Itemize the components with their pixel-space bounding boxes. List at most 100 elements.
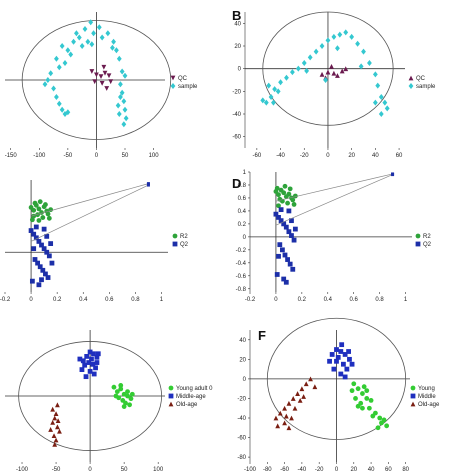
data-point-old-age <box>48 427 54 432</box>
panel-b: B -60 -40 -20 0 20 40 60 40 20 0 -20 -40 -60 QC sample <box>232 8 436 159</box>
legend-marker <box>410 393 416 399</box>
data-point-old-age <box>286 400 292 406</box>
fit-line <box>30 183 149 217</box>
data-point-middle-age <box>84 354 90 359</box>
data-point-sample <box>59 106 65 113</box>
x-tick-label: -80 <box>263 467 272 473</box>
data-point-middle-age <box>87 349 93 355</box>
data-point-old-age <box>290 396 296 401</box>
data-point-sample <box>355 40 360 47</box>
data-point-old-age <box>55 418 61 424</box>
data-point-old-age <box>50 420 56 425</box>
x-tick-label: 0.8 <box>375 297 384 303</box>
data-point-q2 <box>44 233 50 239</box>
data-point-sample <box>343 29 349 36</box>
fit-line <box>275 174 393 226</box>
data-point-young <box>360 405 365 411</box>
data-point-qc <box>329 64 334 69</box>
data-point-r2 <box>276 203 281 209</box>
data-point-sample <box>284 74 289 81</box>
data-point-old-age <box>295 391 300 396</box>
legend-marker <box>168 393 174 399</box>
legend-label: Q2 <box>423 242 432 248</box>
y-tick-label: 0.6 <box>238 196 247 202</box>
x-tick-label: 0 <box>29 297 33 303</box>
legend-label: Old-age <box>176 402 198 408</box>
x-tick-label: 0 <box>335 467 339 473</box>
data-point-qc <box>339 68 345 74</box>
data-point-young-adult-0 <box>121 404 127 409</box>
data-point-r2 <box>36 218 42 223</box>
data-point-sample <box>82 26 88 32</box>
data-point-old-age <box>277 410 283 416</box>
data-point-middle-age <box>91 371 97 377</box>
data-point-sample <box>116 111 122 117</box>
legend-marker <box>408 83 414 89</box>
y-tick-label: -20 <box>232 89 241 95</box>
data-point-sample <box>123 115 129 122</box>
data-point-sample <box>266 82 272 89</box>
data-point-sample <box>375 82 381 89</box>
data-point-middle <box>334 347 339 352</box>
panel-a: -150 -100 -50 0 50 100 QC sample <box>5 12 198 159</box>
data-point-q2 <box>281 276 287 282</box>
x-tick-label: -50 <box>52 467 61 473</box>
data-point-sample <box>110 44 115 51</box>
data-point-q2 <box>41 246 47 252</box>
x-tick-label: 0.6 <box>105 297 114 303</box>
data-point-q2 <box>28 228 34 233</box>
data-point-old-age <box>289 415 294 421</box>
y-tick-label: 20 <box>239 357 246 363</box>
data-point-sample <box>307 54 313 61</box>
data-point-sample <box>74 30 79 37</box>
data-point-young <box>349 388 355 394</box>
y-tick-label: 20 <box>234 44 241 50</box>
data-point-young <box>381 417 387 423</box>
data-point-sample <box>99 34 105 41</box>
legend-label: QC <box>416 76 426 82</box>
data-point-old-age <box>303 381 309 387</box>
data-point-middle <box>338 349 344 354</box>
data-point-sample <box>68 51 74 58</box>
data-point-q2 <box>278 218 284 224</box>
legend-marker <box>415 241 421 247</box>
x-tick-label: -40 <box>276 153 285 159</box>
data-point-middle-age <box>89 356 94 362</box>
data-point-sample <box>79 43 85 49</box>
data-point-q2 <box>289 218 294 224</box>
data-point-sample <box>275 88 281 95</box>
data-point-sample <box>59 43 65 49</box>
data-point-sample <box>88 19 94 26</box>
data-point-old-age <box>53 437 59 443</box>
x-tick-label: 0.4 <box>324 297 333 303</box>
data-point-middle-age <box>77 356 83 362</box>
fit-line <box>30 184 149 242</box>
data-point-q2 <box>276 253 281 259</box>
data-point-young <box>364 388 370 394</box>
data-point-r2 <box>287 186 293 192</box>
data-point-qc <box>101 64 107 70</box>
data-point-q2 <box>286 229 292 235</box>
data-point-middle-age <box>93 365 98 371</box>
data-point-young <box>375 425 381 431</box>
data-point-old-age <box>55 402 60 408</box>
legend-label: R2 <box>423 234 431 240</box>
confidence-ellipse <box>18 341 162 451</box>
data-point-old-age <box>283 413 289 419</box>
data-point-middle <box>341 361 346 367</box>
data-point-r2 <box>290 197 296 203</box>
x-tick-label: 60 <box>396 153 403 159</box>
data-point-qc <box>106 73 112 79</box>
x-tick-label: 0.6 <box>350 297 359 303</box>
data-point-old-age <box>52 442 58 447</box>
data-point-middle-age <box>86 360 92 365</box>
legend-label: Young adult 0 <box>176 386 213 392</box>
x-tick-label: -0.2 <box>245 297 256 303</box>
x-tick-label: -60 <box>280 467 289 473</box>
data-point-young-adult-0 <box>113 393 119 399</box>
data-point-sample <box>349 33 355 40</box>
data-point-r2 <box>274 185 280 191</box>
y-tick-label: 0 <box>243 377 247 383</box>
x-tick-label: 0.2 <box>53 297 62 303</box>
data-point-sample <box>121 121 127 128</box>
